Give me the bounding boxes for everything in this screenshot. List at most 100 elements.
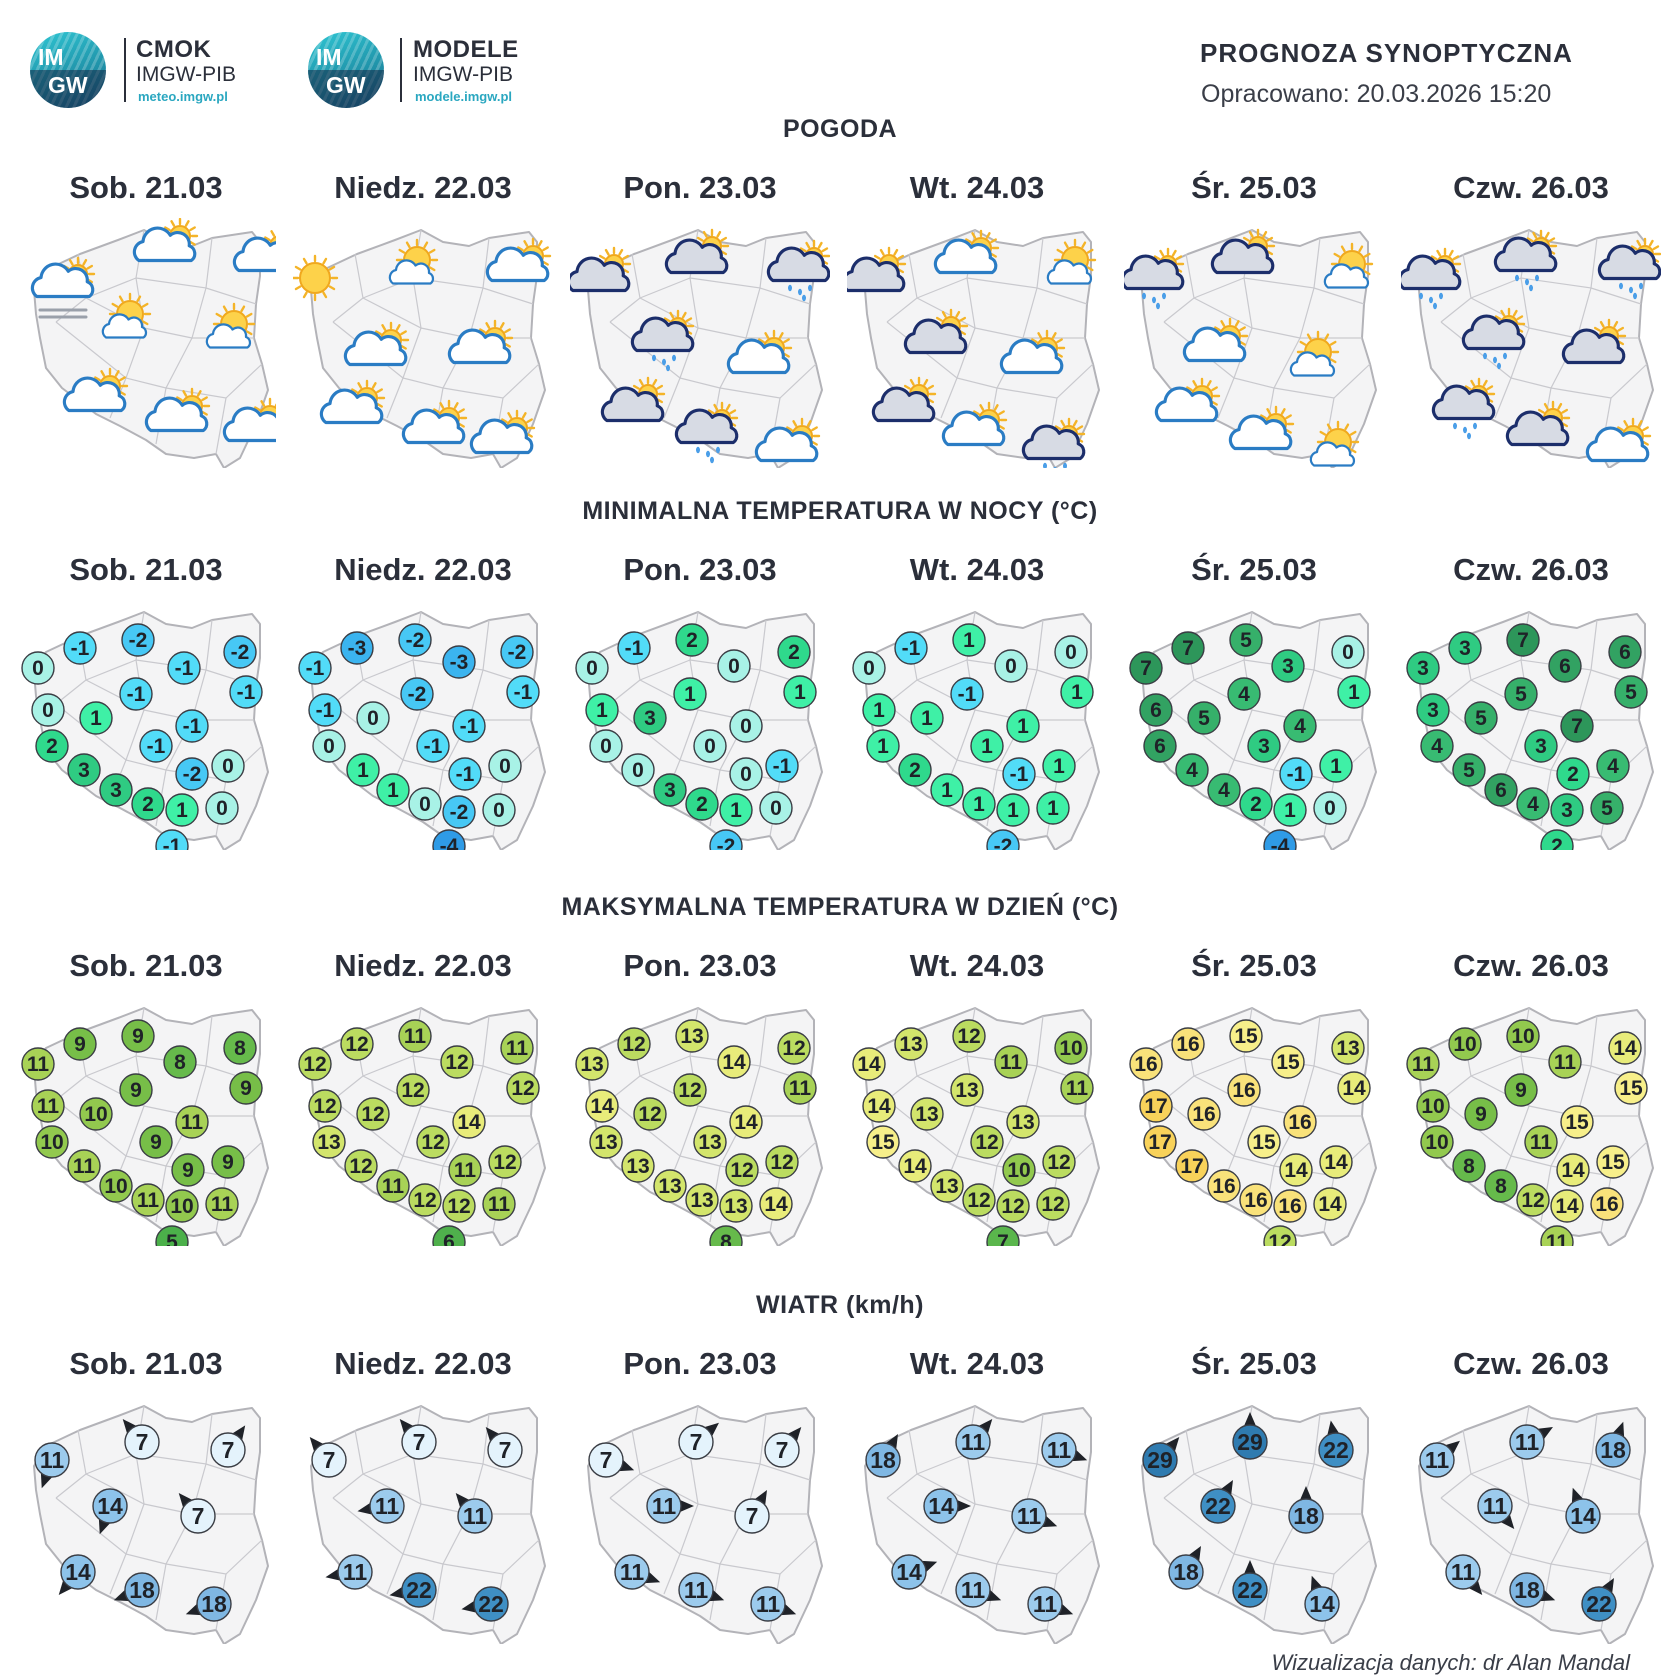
tmin-value-marker: -4 xyxy=(1263,829,1297,850)
svg-text:11: 11 xyxy=(1066,1077,1089,1100)
svg-text:1: 1 xyxy=(1071,681,1083,704)
svg-text:6: 6 xyxy=(1495,779,1507,802)
svg-text:0: 0 xyxy=(42,699,54,722)
svg-text:7: 7 xyxy=(1571,715,1583,738)
svg-text:11: 11 xyxy=(454,1159,477,1182)
svg-text:11: 11 xyxy=(375,1493,400,1519)
svg-text:14: 14 xyxy=(896,1559,922,1585)
svg-text:5: 5 xyxy=(1475,707,1487,730)
tmin-value-marker: 1 xyxy=(1036,791,1070,825)
svg-text:12: 12 xyxy=(493,1151,516,1174)
svg-text:13: 13 xyxy=(698,1131,721,1154)
svg-text:3: 3 xyxy=(110,779,122,802)
wind-marker: 7 xyxy=(178,1493,216,1534)
svg-text:1: 1 xyxy=(387,779,399,802)
svg-text:10: 10 xyxy=(104,1175,127,1198)
svg-text:13: 13 xyxy=(1011,1111,1034,1134)
rain-cloud-icon xyxy=(1124,247,1185,310)
svg-text:8: 8 xyxy=(1463,1155,1475,1178)
region-border xyxy=(759,287,811,305)
wind-marker: 14 xyxy=(1565,1487,1601,1534)
svg-text:3: 3 xyxy=(78,759,90,782)
wind-marker: 7 xyxy=(764,1427,802,1468)
wind-marker: 11 xyxy=(678,1572,725,1608)
svg-text:13: 13 xyxy=(1336,1037,1359,1060)
tmax-value-marker: 8 xyxy=(223,1031,257,1065)
svg-text:1: 1 xyxy=(794,681,806,704)
tmin-value-marker: 6 xyxy=(1608,635,1642,669)
svg-text:11: 11 xyxy=(961,1429,986,1455)
region-border xyxy=(386,1553,404,1595)
imgw-logo-badge: IM GW xyxy=(308,32,384,108)
svg-text:22: 22 xyxy=(478,1591,504,1617)
wind-direction-arrow xyxy=(1445,1440,1460,1455)
tmin-value-marker: 1 xyxy=(1042,749,1076,783)
region-border xyxy=(432,1563,444,1621)
svg-text:3: 3 xyxy=(664,779,676,802)
svg-text:1: 1 xyxy=(1017,715,1029,738)
tmax-value-marker: 12 xyxy=(396,1073,430,1107)
svg-text:8: 8 xyxy=(174,1051,186,1074)
svg-text:0: 0 xyxy=(493,799,505,822)
cloudy-sun-icon xyxy=(871,376,937,423)
tmax-value-marker: 17 xyxy=(1139,1089,1173,1123)
svg-text:7: 7 xyxy=(746,1503,759,1529)
tmax-value-marker: 15 xyxy=(1271,1045,1305,1079)
svg-text:12: 12 xyxy=(1268,1231,1291,1246)
day-label: Śr. 25.03 xyxy=(1191,552,1317,587)
svg-text:-4: -4 xyxy=(1271,835,1290,850)
tmin-value-marker: 7 xyxy=(1171,631,1205,665)
tmin-value-marker: 0 xyxy=(356,701,390,735)
svg-text:11: 11 xyxy=(137,1189,160,1212)
wind-direction-arrow xyxy=(704,1422,719,1437)
tmin-value-marker: 0 xyxy=(312,729,346,763)
svg-text:9: 9 xyxy=(182,1159,194,1182)
wind-direction-arrow xyxy=(122,1419,137,1434)
wind-marker: 14 xyxy=(92,1488,128,1535)
svg-text:1: 1 xyxy=(684,683,696,706)
svg-text:11: 11 xyxy=(382,1175,405,1198)
svg-text:13: 13 xyxy=(915,1103,938,1126)
svg-text:18: 18 xyxy=(870,1447,896,1473)
tmin-value-marker: 1 xyxy=(79,701,113,735)
wind-marker: 18 xyxy=(1168,1546,1204,1590)
wind-marker: 22 xyxy=(1200,1480,1236,1524)
partly-cloudy-icon xyxy=(1228,405,1295,451)
mostly-sunny-icon xyxy=(1046,238,1097,285)
tmax-value-marker: 16 xyxy=(1171,1027,1205,1061)
tmax-value-marker: 16 xyxy=(1283,1105,1317,1139)
svg-text:15: 15 xyxy=(1619,1077,1643,1100)
tmin-value-marker: 1 xyxy=(866,729,900,763)
svg-text:12: 12 xyxy=(361,1103,384,1126)
svg-text:0: 0 xyxy=(222,755,234,778)
tmax-value-marker: 9 xyxy=(229,1071,263,1105)
svg-text:14: 14 xyxy=(1324,1151,1348,1174)
wind-marker: 7 xyxy=(309,1437,347,1478)
logo-modele-url[interactable]: modele.imgw.pl xyxy=(415,89,513,104)
svg-text:3: 3 xyxy=(1282,655,1294,678)
tmin-value-marker: -1 xyxy=(617,631,651,665)
svg-text:1: 1 xyxy=(873,699,885,722)
svg-text:7: 7 xyxy=(136,1429,149,1455)
tmin-value-marker: 3 xyxy=(67,753,101,787)
wind-marker: 11 xyxy=(614,1554,661,1590)
logo-cmok-url[interactable]: meteo.imgw.pl xyxy=(138,89,228,104)
wind-direction-arrow xyxy=(978,1419,993,1434)
svg-text:13: 13 xyxy=(594,1131,617,1154)
tmax-value-marker: 12 xyxy=(488,1145,522,1179)
tmax-value-marker: 8 xyxy=(1452,1149,1486,1183)
rain-cloud-icon xyxy=(1401,247,1462,310)
svg-text:12: 12 xyxy=(1001,1195,1024,1218)
svg-text:0: 0 xyxy=(216,797,228,820)
tmax-value-marker: 14 xyxy=(1608,1031,1642,1065)
svg-text:1: 1 xyxy=(357,759,369,782)
day-label: Śr. 25.03 xyxy=(1191,170,1317,205)
day-label: Czw. 26.03 xyxy=(1453,552,1609,587)
svg-text:16: 16 xyxy=(1232,1079,1255,1102)
region-border xyxy=(1217,377,1235,419)
wind-marker: 18 xyxy=(1509,1572,1556,1608)
region-border xyxy=(940,1553,958,1595)
credit-text: Wizualizacja danych: dr Alan Mandal xyxy=(1271,1650,1631,1675)
